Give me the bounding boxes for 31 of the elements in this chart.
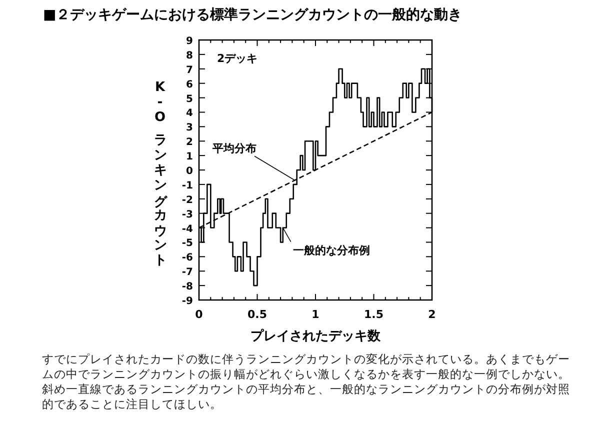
y-tick-label: -1 bbox=[182, 180, 194, 192]
y-tick-label: -5 bbox=[182, 238, 194, 250]
y-tick-label: -9 bbox=[182, 296, 194, 307]
y-tick-label: -4 bbox=[182, 224, 194, 235]
y-tick-label: 1 bbox=[186, 152, 194, 163]
y-tick-label: 3 bbox=[186, 122, 194, 134]
y-axis-title: K-Oランキングカウント bbox=[152, 80, 168, 266]
y-tick-label: 8 bbox=[186, 50, 194, 62]
x-tick-label: 2 bbox=[428, 308, 436, 321]
x-tick-label: 1 bbox=[312, 308, 320, 321]
x-tick-label: 1.5 bbox=[364, 308, 384, 321]
y-tick-label: 7 bbox=[186, 64, 194, 76]
y-tick-label: 4 bbox=[186, 108, 194, 120]
y-tick-label: -8 bbox=[182, 282, 194, 293]
annotation: 一般的な分布例 bbox=[292, 244, 370, 257]
y-tick-label: -2 bbox=[182, 194, 194, 206]
text: すでにプレイされたカードの数に伴うランニングカウントの変化が示されている。あくまでもゲームの中でランニングカウントの振り幅がどれぐらい激しくなるかを表す一般的な一例でしかない。斜め一直線であるランニングカウントの平均分布と、一般的なランニングカウントの分布例が対照的であることに注目してほしい。 bbox=[42, 352, 571, 412]
y-tick-label: 6 bbox=[186, 79, 194, 90]
y-tick-label: 0 bbox=[186, 166, 194, 177]
x-axis-title: プレイされたデッキ数 bbox=[250, 328, 382, 344]
x-tick-label: 0 bbox=[195, 308, 204, 321]
annotation: 2デッキ bbox=[217, 52, 258, 65]
y-tick-label: 5 bbox=[186, 94, 194, 105]
y-tick-label: -3 bbox=[182, 209, 194, 220]
y-tick-label: -6 bbox=[182, 252, 194, 264]
chart-title: ■２デッキゲームにおける標準ランニングカウントの一般的な動き bbox=[43, 7, 462, 23]
y-tick-label: -7 bbox=[182, 267, 194, 278]
y-tick-label: 9 bbox=[186, 36, 194, 47]
y-tick-label: 2 bbox=[186, 137, 194, 148]
x-tick-label: 0.5 bbox=[248, 308, 267, 321]
annotation: 平均分布 bbox=[212, 142, 257, 156]
